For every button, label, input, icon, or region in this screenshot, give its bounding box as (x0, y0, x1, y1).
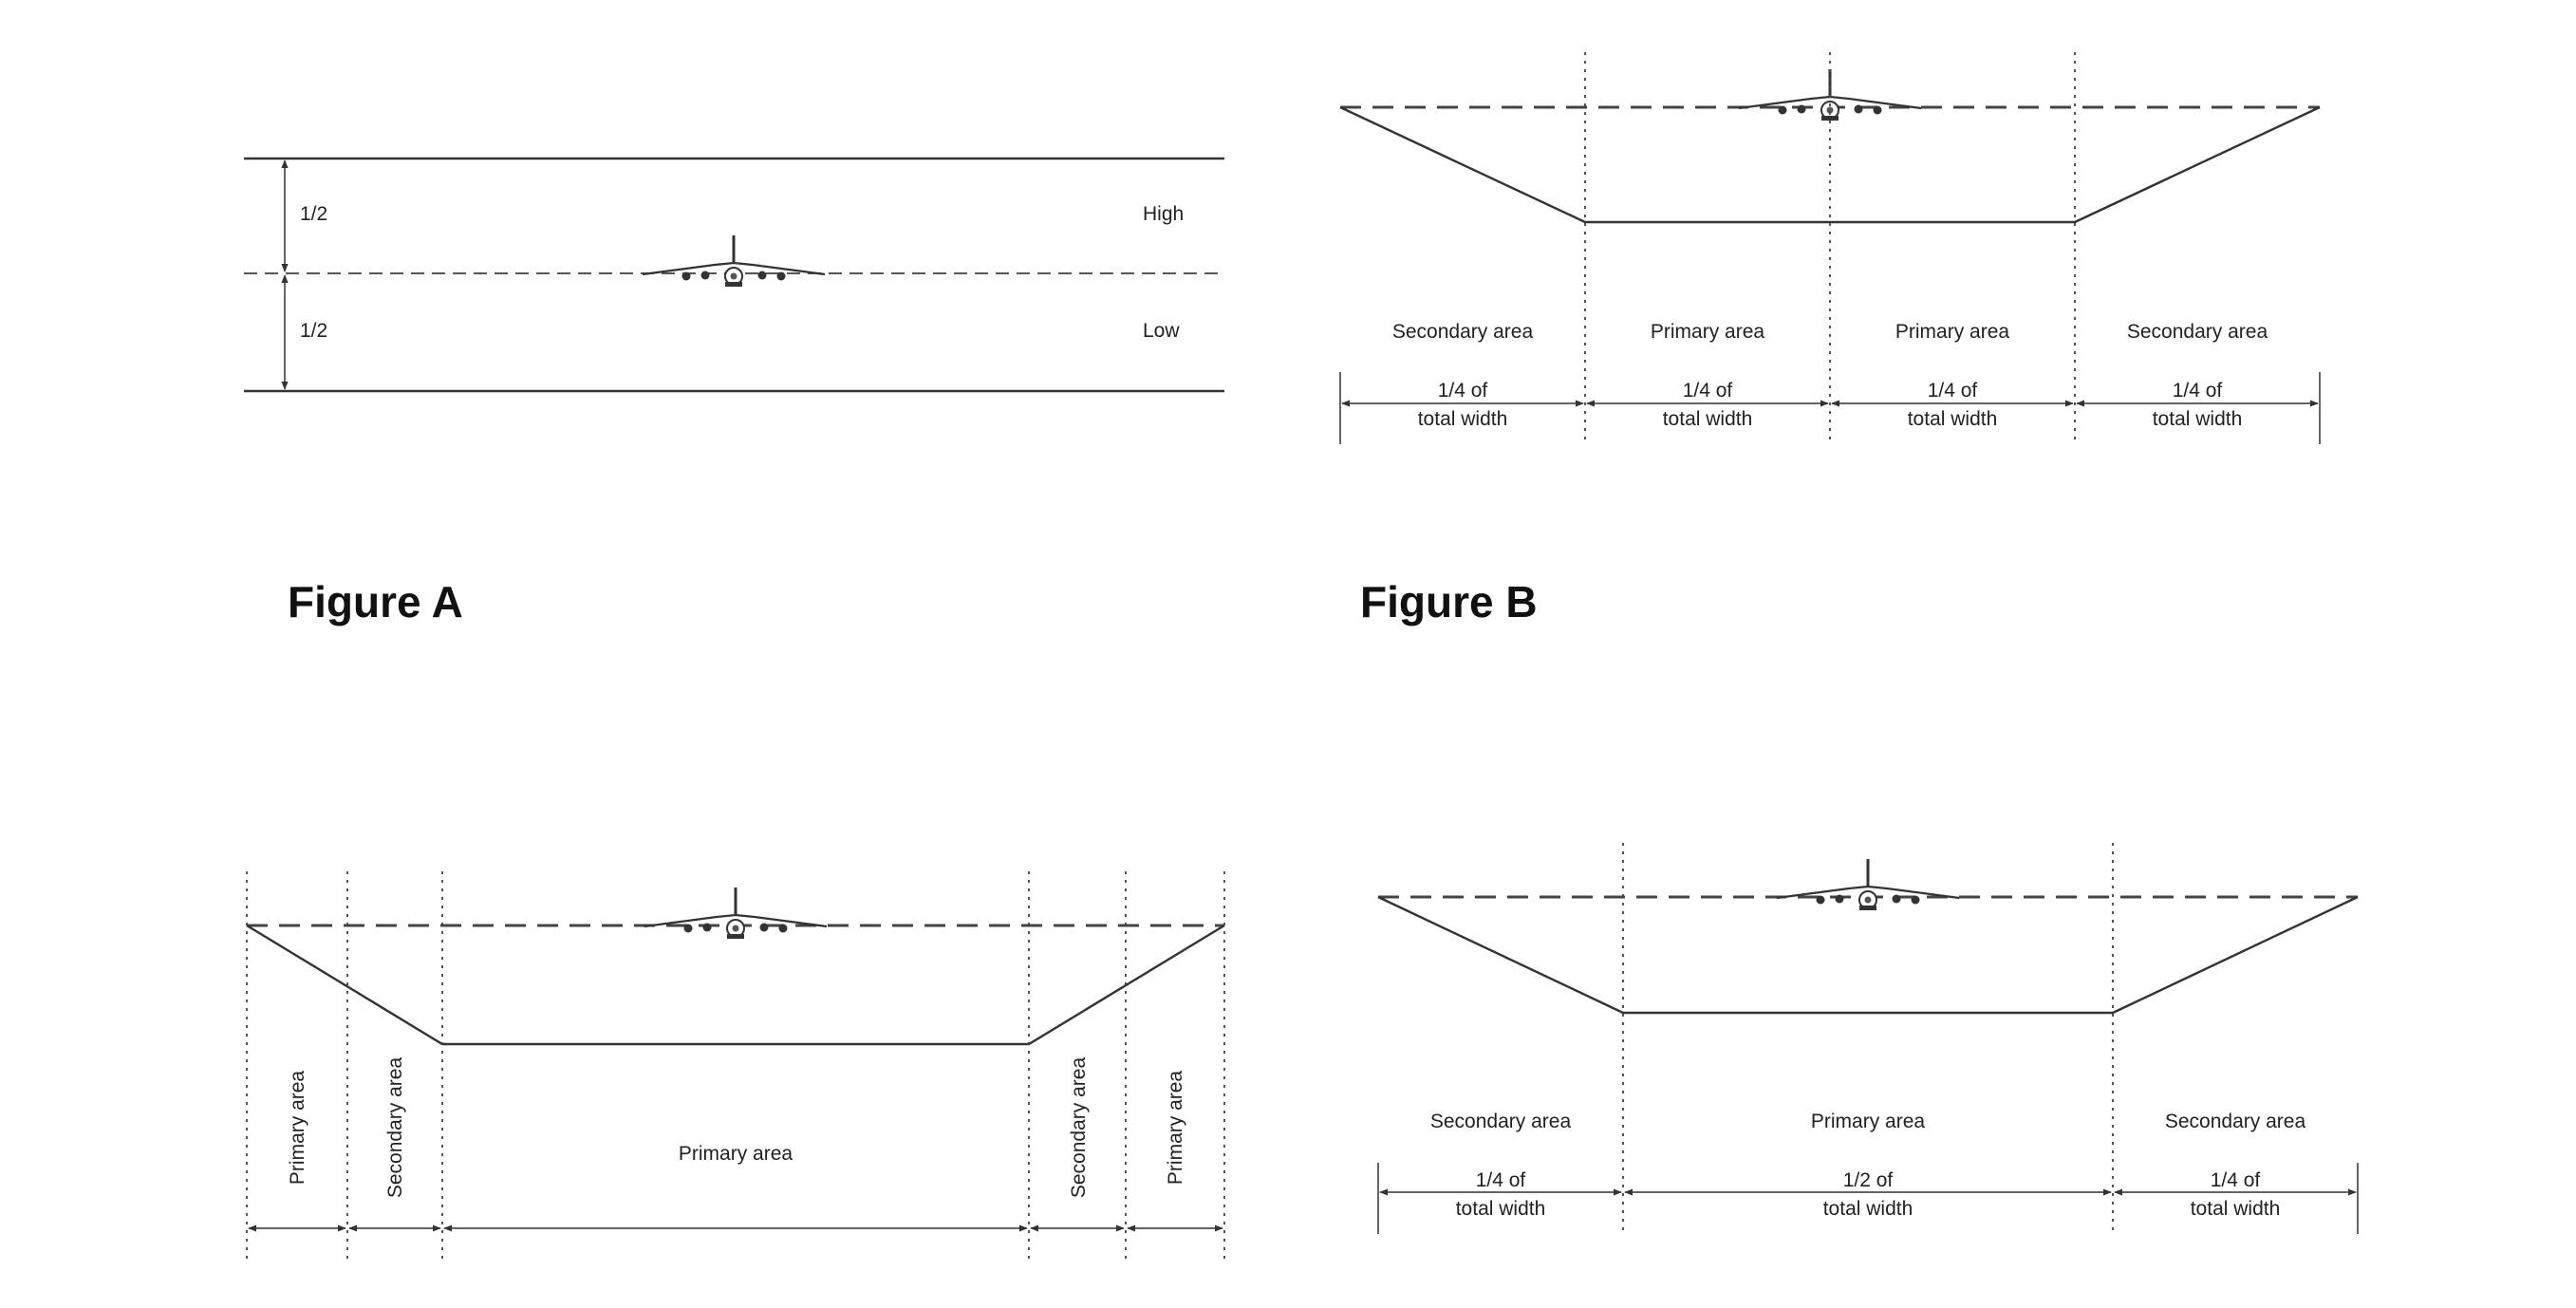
fig-c-vertical-area-label: Primary area (287, 1071, 308, 1186)
fig-a-aircraft-icon (641, 234, 827, 289)
fig-b-trapezoid-outline (1339, 105, 2321, 224)
fig-c-vertical-area-label: Secondary area (384, 1057, 406, 1199)
fig-b-width-label: total width (1418, 408, 1508, 430)
fig-c-center-area-label: Primary area (679, 1143, 793, 1165)
fig-b-width-label: total width (2153, 408, 2243, 430)
fig-d-area-label: Primary area (1811, 1111, 1926, 1132)
fig-b-width-label: 1/4 of (1928, 380, 1978, 402)
fig-a-lower-fraction: 1/2 (300, 320, 327, 342)
fig-c-aircraft-icon (643, 886, 829, 941)
fig-b-width-label: 1/4 of (1683, 380, 1733, 402)
fig-d-area-label: Secondary area (1430, 1111, 1572, 1132)
fig-b-width-label: 1/4 of (2173, 380, 2223, 402)
fig-d-width-label: 1/2 of (1843, 1169, 1894, 1191)
fig-d-aircraft-icon (1775, 857, 1961, 912)
figure-b-caption: Figure B (1360, 577, 1538, 626)
fig-d-width-label: total width (1456, 1198, 1546, 1220)
fig-b-area-label: Primary area (1895, 321, 2010, 343)
fig-b-area-label: Secondary area (1392, 321, 1534, 343)
fig-b-width-label: 1/4 of (1438, 380, 1488, 402)
fig-c-vertical-area-label: Secondary area (1068, 1057, 1090, 1199)
figure-c: Primary area Secondary area Secondary ar… (246, 871, 1225, 1262)
fig-b-area-label: Primary area (1651, 321, 1765, 343)
fig-c-vertical-area-label: Primary area (1165, 1071, 1186, 1186)
figure-d: Secondary area Primary area Secondary ar… (1377, 843, 2359, 1234)
fig-a-high-label: High (1143, 203, 1184, 225)
fig-a-low-label: Low (1143, 320, 1180, 342)
figure-a-caption: Figure A (288, 577, 463, 626)
fig-b-width-label: total width (1908, 408, 1998, 430)
fig-b-area-label: Secondary area (2127, 321, 2268, 343)
fig-d-area-label: Secondary area (2165, 1111, 2306, 1132)
figure-b: Secondary area Primary area Primary area… (1339, 52, 2321, 444)
figure-a: 1/2 1/2 High Low (244, 157, 1224, 393)
fig-d-width-label: 1/4 of (1476, 1169, 1526, 1191)
fig-a-upper-fraction: 1/2 (300, 203, 327, 225)
fig-b-width-label: total width (1663, 408, 1753, 430)
fig-d-width-label: 1/4 of (2211, 1169, 2261, 1191)
fig-d-width-label: total width (1823, 1198, 1913, 1220)
fig-d-trapezoid-outline (1377, 895, 2359, 1015)
fig-c-trapezoid-outline (246, 924, 1225, 1046)
fig-d-width-label: total width (2191, 1198, 2281, 1220)
